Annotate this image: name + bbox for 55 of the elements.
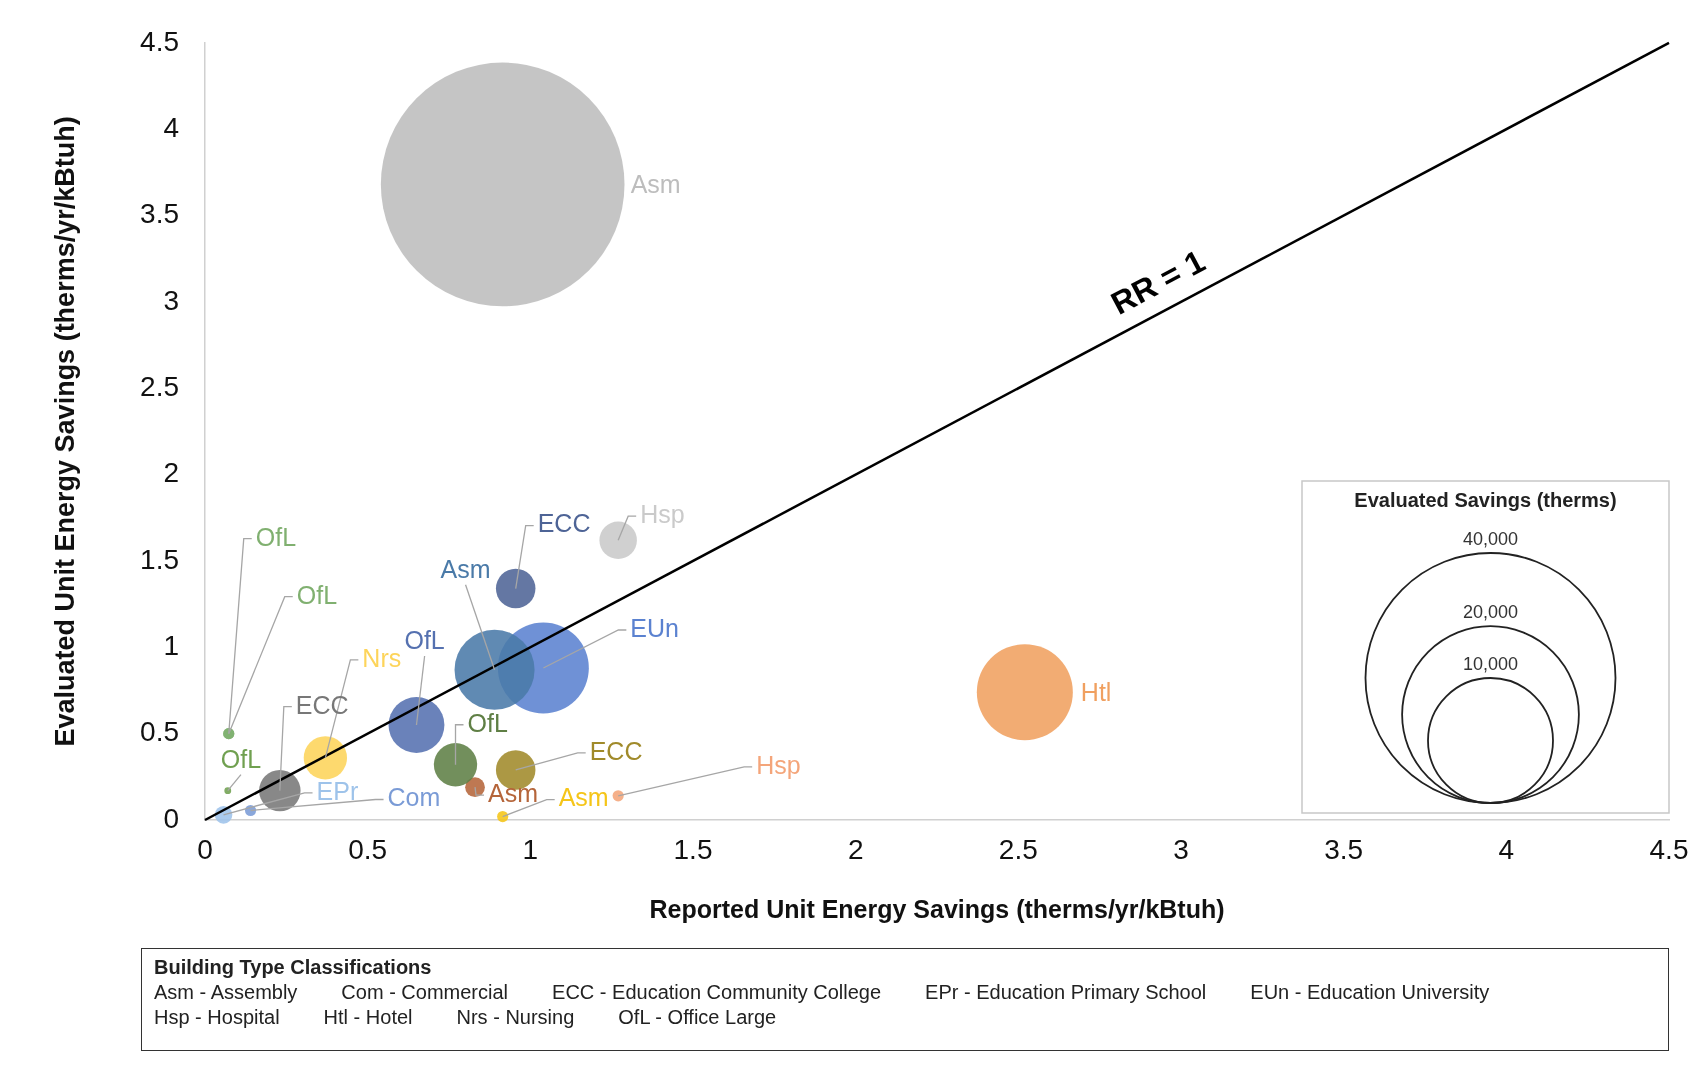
text: Hsp — [756, 750, 801, 779]
text: ECC — [589, 736, 643, 765]
series-label: OfL — [404, 625, 445, 654]
text: Htl - Hotel — [323, 1005, 413, 1030]
text: Nrs - Nursing — [456, 1005, 575, 1030]
text: OfL — [255, 522, 297, 551]
series-label: Asm — [630, 170, 681, 199]
series-label: EUn — [630, 613, 679, 642]
text: Hsp - Hospital — [154, 1005, 280, 1030]
text: EPr - Education Primary School — [925, 980, 1207, 1005]
x-tick-label: 3 — [1173, 833, 1189, 865]
legend-title: Evaluated Savings (therms) — [1354, 488, 1617, 511]
text: Asm - Assembly — [154, 980, 298, 1005]
series-label: ECC — [537, 509, 591, 538]
y-tick-label: 0 — [163, 802, 179, 834]
text: Com — [387, 783, 441, 812]
y-tick-label: 4.5 — [140, 25, 179, 57]
text: ECC — [295, 690, 349, 719]
text: EUn - Education University — [1250, 980, 1490, 1005]
y-tick-label: 2.5 — [140, 370, 179, 402]
x-axis-title: Reported Unit Energy Savings (therms/yr/kBtuh) — [649, 894, 1225, 923]
text: OfL — [296, 580, 338, 609]
legend-label: 10,000 — [1462, 653, 1519, 674]
legend-label: 40,000 — [1462, 528, 1519, 549]
text: Asm — [558, 783, 609, 812]
series-label: OfL — [220, 744, 262, 773]
y-tick-label: 3 — [163, 284, 179, 316]
series-label: Asm — [488, 779, 539, 808]
text: Building Type Classifications — [154, 955, 433, 980]
text: RR = 1 — [1105, 242, 1211, 322]
text: EPr — [316, 776, 359, 805]
x-tick-label: 0 — [197, 833, 213, 865]
series-label: Asm — [440, 554, 491, 583]
text: ECC - Education Community College — [552, 980, 882, 1005]
series-label: OfL — [467, 708, 508, 737]
y-tick-label: 1 — [163, 630, 179, 662]
x-tick-label: 1.5 — [673, 833, 713, 865]
legend-label: 20,000 — [1462, 602, 1519, 623]
y-tick-label: 2 — [163, 457, 179, 489]
y-tick-label: 4 — [163, 111, 179, 143]
x-tick-label: 2 — [847, 833, 864, 865]
series-label: Htl — [1080, 678, 1112, 707]
y-tick-label: 0.5 — [140, 716, 179, 748]
x-tick-label: 0.5 — [348, 833, 388, 865]
x-tick-label: 2.5 — [998, 833, 1038, 865]
text: Com - Commercial — [341, 980, 509, 1005]
y-tick-label: 3.5 — [140, 198, 179, 230]
y-axis-title: Evaluated Unit Energy Savings (therms/yr/kBtuh) — [49, 116, 80, 747]
x-tick-label: 3.5 — [1324, 833, 1364, 865]
x-tick-label: 1 — [522, 833, 539, 865]
text: OfL - Office Large — [618, 1005, 777, 1030]
x-tick-label: 4.5 — [1649, 833, 1689, 865]
y-tick-label: 1.5 — [140, 543, 179, 575]
x-tick-label: 4 — [1498, 833, 1515, 865]
text: Nrs — [362, 643, 402, 672]
